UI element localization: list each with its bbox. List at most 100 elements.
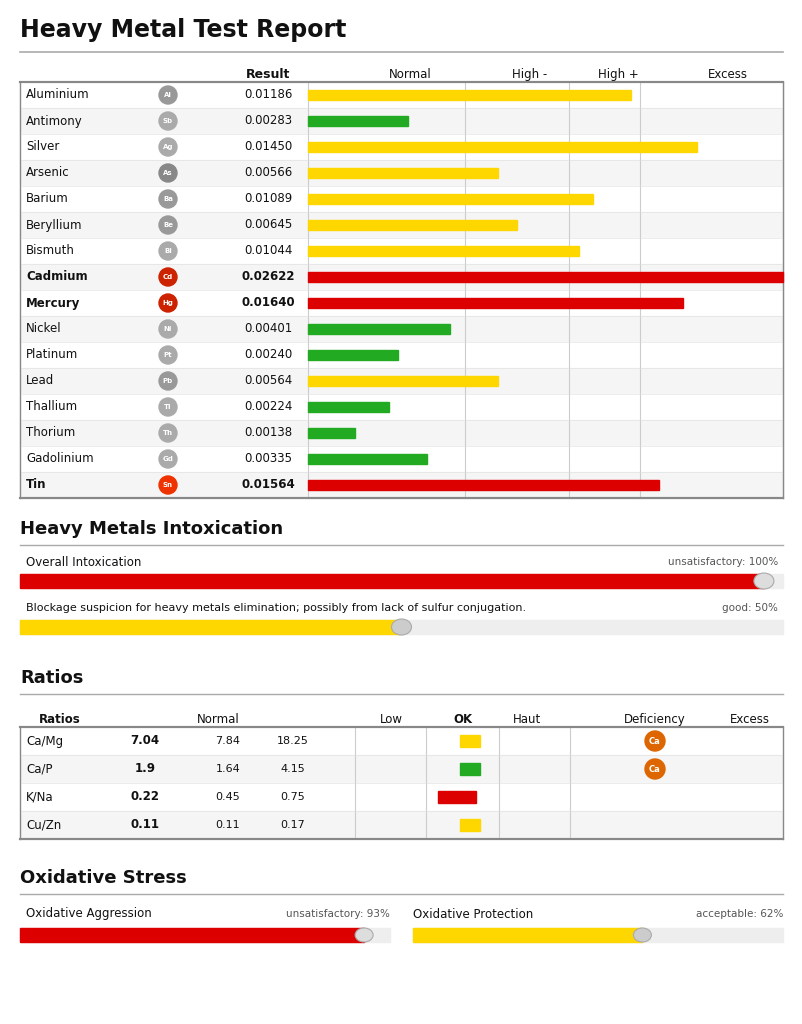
Text: Pt: Pt [164,352,172,358]
Circle shape [159,164,176,182]
Bar [308,89,630,100]
Text: 18.25: 18.25 [277,736,309,746]
Text: Oxidative Protection: Oxidative Protection [412,907,533,921]
Bar [21,783,781,811]
Text: Ratios: Ratios [39,713,81,726]
Text: Excess: Excess [729,713,769,726]
Text: Bi: Bi [164,248,172,254]
Text: Ca/Mg: Ca/Mg [26,734,63,748]
Text: Sn: Sn [163,482,172,488]
Circle shape [159,268,176,286]
Bar [21,212,781,238]
Circle shape [159,242,176,260]
Text: Nickel: Nickel [26,323,62,336]
Text: Barium: Barium [26,193,69,206]
Text: Tin: Tin [26,478,47,492]
Text: 0.01450: 0.01450 [244,140,292,154]
Bar [21,108,781,134]
Text: Mercury: Mercury [26,297,80,309]
Bar [21,264,781,290]
Bar [308,428,355,438]
Bar [308,219,516,230]
Bar [21,238,781,264]
Ellipse shape [391,618,411,635]
Bar [21,420,781,446]
Circle shape [159,319,176,338]
Text: Haut: Haut [512,713,541,726]
Text: Cadmium: Cadmium [26,270,87,284]
Bar [21,186,781,212]
Bar [308,141,697,153]
Text: Deficiency: Deficiency [623,713,685,726]
Bar [21,160,781,186]
Text: Th: Th [163,430,172,436]
Text: 0.75: 0.75 [280,792,305,802]
Text: Bismuth: Bismuth [26,245,75,257]
Text: Tl: Tl [164,404,172,410]
Text: 0.01044: 0.01044 [244,245,292,257]
Bar [308,401,388,413]
Text: As: As [163,170,172,176]
Text: 0.00283: 0.00283 [244,115,292,128]
Text: Excess: Excess [707,68,747,81]
Text: Ca/P: Ca/P [26,763,52,775]
Text: Be: Be [163,222,172,228]
Ellipse shape [354,928,373,942]
Bar [308,298,683,308]
Circle shape [159,476,176,494]
Text: Gadolinium: Gadolinium [26,453,94,466]
Text: 0.17: 0.17 [280,820,305,830]
Text: 0.01640: 0.01640 [241,297,294,309]
Text: OK: OK [452,713,472,726]
Text: 1.9: 1.9 [134,763,156,775]
Circle shape [159,294,176,312]
Circle shape [159,346,176,364]
Text: Oxidative Aggression: Oxidative Aggression [26,907,152,921]
Text: 7.04: 7.04 [130,734,160,748]
Text: Heavy Metal Test Report: Heavy Metal Test Report [20,18,346,42]
Bar [460,819,479,830]
Text: Arsenic: Arsenic [26,167,70,179]
Text: 0.01186: 0.01186 [244,88,292,101]
Text: 0.00401: 0.00401 [244,323,292,336]
Bar [20,574,782,588]
Bar [308,116,407,126]
Bar [308,454,426,465]
Text: Thallium: Thallium [26,400,77,414]
Text: Beryllium: Beryllium [26,218,83,231]
Text: 7.84: 7.84 [215,736,241,746]
Bar [308,246,578,256]
Text: Pb: Pb [163,378,173,384]
Bar [460,763,479,775]
Bar [20,620,401,634]
Text: Antimony: Antimony [26,115,83,128]
Text: unsatisfactory: 93%: unsatisfactory: 93% [286,909,390,919]
Text: 4.15: 4.15 [280,764,305,774]
Text: 0.01564: 0.01564 [241,478,294,492]
Text: 0.00240: 0.00240 [244,348,292,361]
Bar [308,479,658,490]
Text: Lead: Lead [26,375,55,387]
Text: Result: Result [245,68,290,81]
Text: High +: High + [597,68,638,81]
Text: Ca: Ca [648,765,660,773]
Text: 0.11: 0.11 [131,818,160,831]
Text: 0.00224: 0.00224 [244,400,292,414]
Text: Sb: Sb [163,118,173,124]
Circle shape [159,372,176,390]
Circle shape [159,190,176,208]
Text: 1.64: 1.64 [216,764,240,774]
Bar [21,394,781,420]
Bar [20,928,390,942]
Text: Cu/Zn: Cu/Zn [26,818,61,831]
Bar [460,735,479,746]
Text: 0.45: 0.45 [216,792,240,802]
Text: 0.00335: 0.00335 [244,453,292,466]
Text: Aluminium: Aluminium [26,88,90,101]
Text: 0.11: 0.11 [216,820,240,830]
Bar [20,574,763,588]
Text: Platinum: Platinum [26,348,78,361]
Circle shape [644,731,664,751]
Text: Ni: Ni [164,326,172,332]
Bar [20,620,782,634]
